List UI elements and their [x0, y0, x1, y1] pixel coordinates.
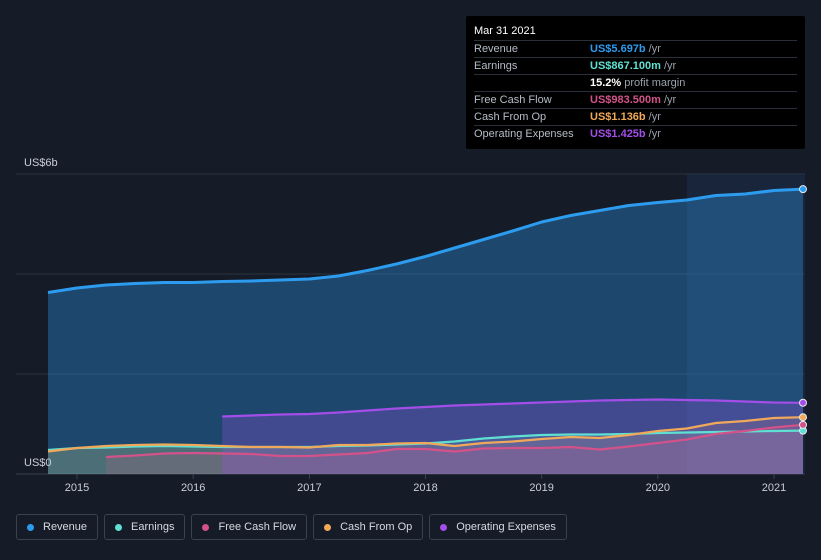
x-tick-label: 2017 [297, 482, 321, 494]
x-tick-label: 2020 [646, 482, 670, 494]
series-lines [47, 187, 804, 459]
legend-dot-icon [324, 523, 332, 531]
line-free-cash-flow [106, 423, 804, 459]
y-axis-top-label: US$6b [24, 157, 58, 169]
tooltip-row: Earnings US$867.100m/yr [474, 57, 797, 74]
tooltip-row-label: Earnings [474, 60, 518, 72]
tooltip-row-label: Revenue [474, 43, 519, 55]
tooltip-row-value: US$867.100m [590, 60, 661, 72]
tooltip-row-suffix: /yr [648, 128, 661, 140]
legend-label: Operating Expenses [456, 521, 556, 533]
series-areas [48, 189, 804, 474]
legend-label: Cash From Op [340, 521, 413, 533]
area-free-cash-flow [106, 424, 804, 474]
end-point-operating-expenses [799, 398, 807, 407]
x-tick-label: 2021 [762, 482, 786, 494]
tooltip-row-value: 15.2% [590, 77, 622, 89]
legend-item-earnings[interactable]: Earnings [104, 514, 186, 540]
tooltip-row-value: US$983.500m [590, 94, 661, 106]
tooltip-row-value: US$5.697b [590, 43, 646, 55]
series-end-dots [799, 185, 807, 435]
legend-dot-icon [440, 523, 448, 531]
tooltip: Mar 31 2021 Revenue US$5.697b/yr Earnings U… [466, 16, 805, 149]
end-point-cash-from-op [799, 413, 807, 422]
x-tick-label: 2016 [181, 482, 205, 494]
end-point-free-cash-flow [799, 420, 807, 429]
tooltip-row-label: Free Cash Flow [474, 94, 552, 106]
end-point-revenue [799, 185, 807, 194]
legend: Revenue Earnings Free Cash Flow Cash From O… [16, 514, 567, 542]
area-revenue [48, 189, 803, 474]
legend-dot-icon [115, 523, 123, 531]
tooltip-row-suffix: /yr [663, 60, 677, 72]
legend-dot-icon [27, 523, 34, 531]
tooltip-row: Revenue US$5.697b/yr [474, 40, 797, 57]
tooltip-row-label: Cash From Op [474, 111, 547, 123]
legend-item-free-cash-flow[interactable]: Free Cash Flow [191, 514, 308, 540]
line-operating-expenses [222, 398, 804, 418]
tooltip-row-suffix: /yr [663, 94, 677, 106]
x-tick-label: 2018 [413, 482, 437, 494]
tooltip-row-value: US$1.136b [590, 111, 646, 123]
tooltip-row-suffix: profit margin [624, 77, 686, 89]
tooltip-date: Mar 31 2021 [474, 25, 536, 37]
x-axis-ticks: 2015 2016 2017 2018 2019 2020 2021 [65, 474, 786, 494]
legend-label: Revenue [43, 521, 88, 533]
legend-item-cash-from-op[interactable]: Cash From Op [313, 514, 424, 540]
line-revenue [47, 187, 804, 294]
tooltip-row: Operating Expenses US$1.425b/yr [474, 125, 797, 142]
tooltip-row-label [474, 75, 590, 91]
legend-dot-icon [202, 523, 210, 531]
area-earnings [48, 430, 803, 474]
legend-label: Free Cash Flow [218, 521, 297, 533]
x-tick-label: 2015 [65, 482, 89, 494]
y-axis-bottom-label: US$0 [24, 457, 52, 469]
legend-item-operating-expenses[interactable]: Operating Expenses [429, 514, 567, 540]
tooltip-row-label: Operating Expenses [474, 128, 574, 140]
tooltip-row: 15.2% profit margin [474, 74, 797, 91]
area-cash-from-op [48, 417, 803, 474]
tooltip-row: Cash From Op US$1.136b/yr [474, 108, 797, 125]
tooltip-row-value: US$1.425b [590, 128, 646, 140]
line-cash-from-op [47, 416, 804, 453]
tooltip-row: Free Cash Flow US$983.500m/yr [474, 91, 797, 108]
grid [16, 173, 805, 475]
legend-label: Earnings [131, 521, 175, 533]
legend-item-revenue[interactable]: Revenue [16, 514, 99, 540]
x-tick-label: 2019 [529, 482, 553, 494]
tooltip-row-suffix: /yr [648, 43, 661, 55]
tooltip-row-suffix: /yr [648, 111, 661, 123]
